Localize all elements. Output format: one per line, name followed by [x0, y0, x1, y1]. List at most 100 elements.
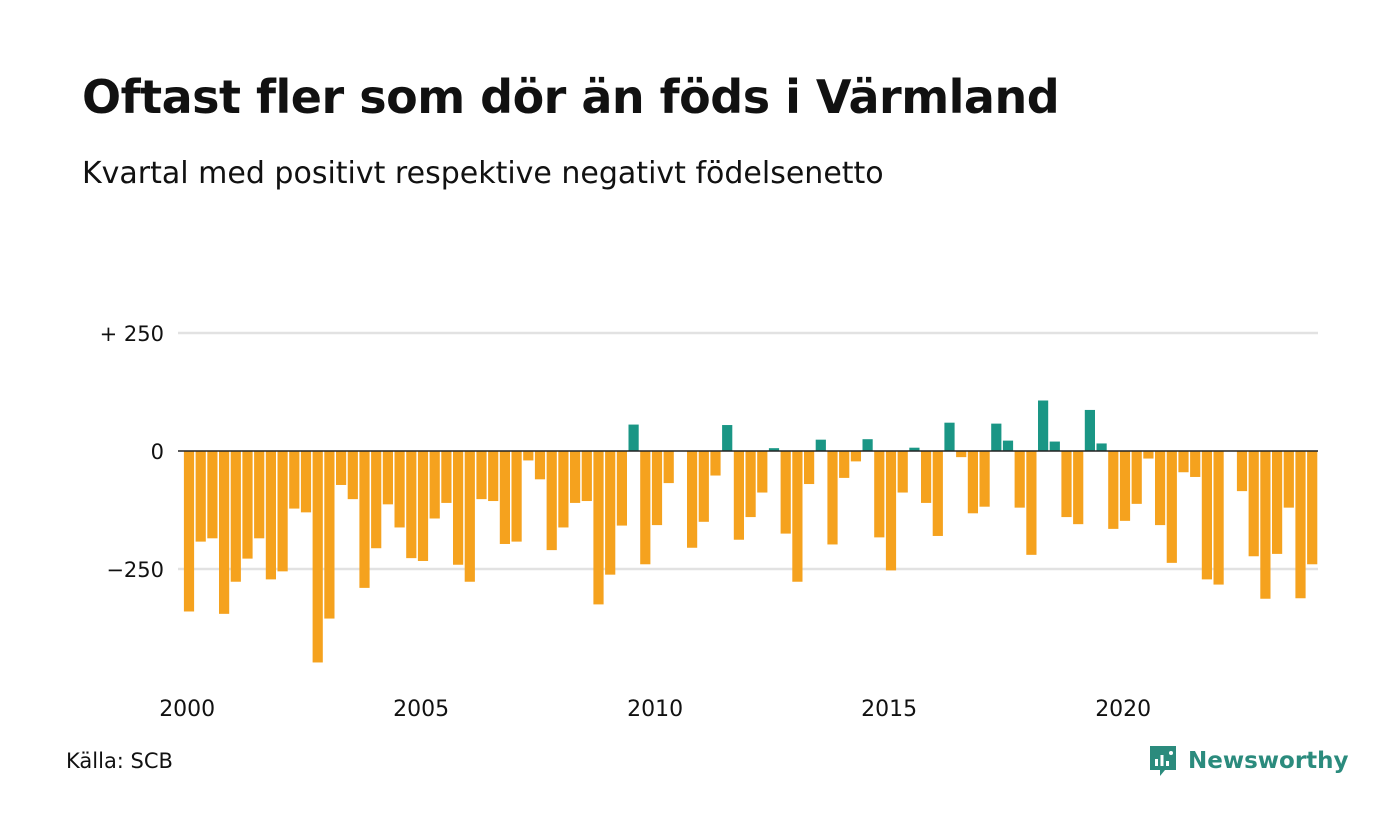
newsworthy-brand: Newsworthy — [1148, 744, 1349, 778]
bar-negative — [371, 451, 382, 549]
bar-negative — [183, 451, 195, 612]
bar-negative — [839, 451, 850, 478]
x-tick-label: 2020 — [1095, 697, 1151, 722]
bar-negative — [1272, 451, 1283, 554]
bar-positive — [1096, 443, 1107, 451]
bar-negative — [874, 451, 885, 538]
bar-negative — [570, 451, 581, 503]
bar-negative — [1295, 451, 1306, 599]
bar-negative — [897, 451, 908, 493]
bar-negative — [406, 451, 417, 559]
bar-negative — [359, 451, 370, 588]
bar-negative — [850, 451, 861, 462]
bar-positive — [991, 423, 1002, 451]
bar-negative — [207, 451, 218, 539]
bar-negative — [1119, 451, 1131, 521]
bar-negative — [605, 451, 616, 575]
bar-negative — [324, 451, 335, 619]
bar-negative — [1248, 451, 1259, 557]
bar-negative — [1108, 451, 1119, 529]
bar-negative — [546, 451, 557, 551]
bar-negative — [956, 451, 967, 458]
bar-negative — [1190, 451, 1201, 477]
bar-positive — [815, 439, 826, 451]
bar-negative — [219, 451, 230, 614]
bar-negative — [254, 451, 265, 539]
bar-negative — [453, 451, 464, 565]
bar-positive — [628, 424, 639, 451]
bar-negative — [230, 451, 241, 582]
bar-positive — [944, 422, 955, 451]
bar-negative — [581, 451, 592, 502]
bar-negative — [593, 451, 604, 605]
y-tick-label: + 250 — [100, 322, 164, 346]
bar-negative — [733, 451, 744, 540]
bar-negative — [1307, 451, 1318, 565]
bar-negative — [698, 451, 709, 522]
bar-negative — [1201, 451, 1212, 580]
bar-negative — [394, 451, 405, 528]
bar-negative — [827, 451, 838, 545]
bar-positive — [1038, 400, 1049, 451]
bar-negative — [1026, 451, 1037, 555]
bar-negative — [300, 451, 312, 513]
bar-positive — [1002, 440, 1014, 451]
bar-positive — [1049, 441, 1060, 451]
bar-negative — [312, 451, 323, 663]
bar-positive — [768, 448, 780, 451]
bar-negative — [921, 451, 932, 503]
bar-negative — [511, 451, 522, 542]
brand-name: Newsworthy — [1188, 748, 1349, 774]
bar-negative — [1061, 451, 1072, 518]
bar-negative — [1213, 451, 1224, 585]
bar-negative — [616, 451, 627, 526]
bar-negative — [1073, 451, 1084, 525]
bar-negative — [932, 451, 943, 536]
bar-negative — [1014, 451, 1025, 508]
bar-negative — [792, 451, 803, 582]
bar-negative — [967, 451, 978, 514]
bar-negative — [663, 451, 674, 484]
x-tick-label: 2000 — [159, 697, 215, 722]
x-tick-label: 2010 — [627, 697, 683, 722]
bar-negative — [1143, 451, 1154, 459]
bar-positive — [722, 425, 733, 451]
bar-negative — [417, 451, 429, 561]
bar-negative — [429, 451, 440, 519]
bar-negative — [1155, 451, 1166, 526]
bar-negative — [488, 451, 499, 502]
bar-negative — [336, 451, 347, 485]
bar-negative — [195, 451, 206, 542]
bar-negative — [651, 451, 663, 526]
bar-positive — [909, 447, 920, 451]
bar-negative — [780, 451, 791, 534]
bar-negative — [885, 451, 897, 571]
x-tick-label: 2015 — [861, 697, 917, 722]
bar-positive — [862, 439, 873, 451]
bar-negative — [1166, 451, 1177, 563]
bar-negative — [523, 451, 534, 461]
bar-negative — [710, 451, 721, 476]
bar-negative — [242, 451, 253, 559]
bar-negative — [499, 451, 510, 544]
bar-positive — [1084, 409, 1095, 451]
source-note: Källa: SCB — [66, 749, 173, 773]
bar-negative — [265, 451, 276, 580]
newsworthy-logo-icon — [1150, 746, 1176, 776]
bar-negative — [277, 451, 288, 572]
bar-negative — [382, 451, 393, 505]
bar-negative — [558, 451, 569, 528]
bar-negative — [757, 451, 768, 493]
bar-negative — [476, 451, 487, 500]
bar-negative — [687, 451, 698, 548]
y-tick-label: 0 — [151, 440, 164, 464]
bar-negative — [441, 451, 452, 503]
bar-negative — [1178, 451, 1189, 473]
bar-negative — [745, 451, 756, 518]
bar-negative — [1260, 451, 1271, 599]
chart-title: Oftast fler som dör än föds i Värmland — [82, 70, 1060, 124]
bar-negative — [464, 451, 475, 582]
bar-negative — [640, 451, 651, 565]
bar-negative — [1131, 451, 1142, 504]
